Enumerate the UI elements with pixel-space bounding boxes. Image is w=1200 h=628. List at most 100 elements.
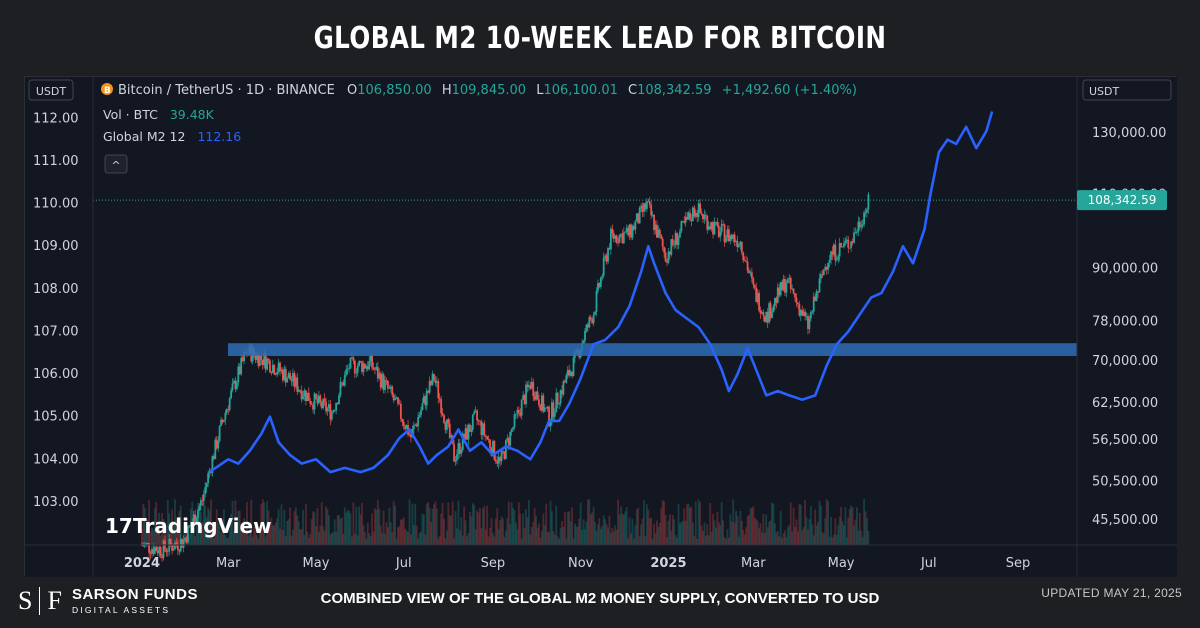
candle-body xyxy=(148,543,151,553)
volume-bar xyxy=(189,508,192,545)
candle-body xyxy=(297,389,300,392)
volume-bar xyxy=(532,522,535,545)
volume-bar xyxy=(827,501,830,545)
volume-bar xyxy=(336,515,339,545)
volume-bar xyxy=(427,502,430,545)
volume-bar xyxy=(448,515,451,545)
volume-bar xyxy=(717,522,720,545)
volume-bar xyxy=(673,519,676,545)
volume-bar xyxy=(861,536,864,545)
volume-bar xyxy=(363,531,366,545)
volume-bar xyxy=(142,503,145,545)
candle-body xyxy=(545,407,548,409)
candle-body xyxy=(607,248,609,262)
right-axis-unit[interactable]: USDT xyxy=(1089,85,1120,98)
candle-body xyxy=(224,412,227,421)
candle-body xyxy=(421,403,424,411)
left-axis-unit[interactable]: USDT xyxy=(36,85,67,98)
volume-bar xyxy=(799,504,802,545)
candle-body xyxy=(241,357,244,362)
volume-bar xyxy=(480,528,483,545)
candle-body xyxy=(343,374,346,386)
candle-body xyxy=(727,229,730,242)
candle-body xyxy=(389,386,392,389)
volume-bar xyxy=(709,503,712,545)
candle-body xyxy=(457,443,460,455)
volume-bar xyxy=(745,527,748,545)
volume-bar xyxy=(831,537,834,545)
candle-body xyxy=(621,233,624,244)
candle-body xyxy=(340,382,343,384)
candle-body xyxy=(689,212,691,220)
volume-bar xyxy=(394,505,397,545)
candle-body xyxy=(595,290,598,312)
candle-body xyxy=(317,395,320,404)
volume-bar xyxy=(553,534,556,545)
volume-bar xyxy=(299,529,302,545)
volume-bar xyxy=(795,519,798,545)
volume-bar xyxy=(740,520,743,545)
candle-body xyxy=(184,537,186,541)
candle-body xyxy=(305,390,307,402)
volume-bar xyxy=(677,504,680,545)
candle-body xyxy=(663,246,666,253)
volume-bar xyxy=(188,534,191,545)
volume-bar xyxy=(808,519,811,545)
volume-bar xyxy=(253,526,256,545)
candle-body xyxy=(425,390,428,406)
volume-bar xyxy=(733,522,736,545)
volume-bar xyxy=(294,507,297,545)
volume-bar xyxy=(720,502,723,545)
candle-body xyxy=(188,525,191,527)
candle-body xyxy=(254,355,257,361)
collapse-legend-button[interactable] xyxy=(104,154,128,174)
volume-bar xyxy=(153,508,156,545)
volume-bar xyxy=(638,536,641,545)
right-axis-tick: 70,000.00 xyxy=(1092,354,1158,369)
candle-body xyxy=(743,260,746,262)
volume-bar xyxy=(445,530,448,545)
volume-bar xyxy=(302,510,304,545)
volume-bar xyxy=(257,538,260,545)
chart-panel[interactable]: USDT USDT 112.00 111.00 110.00 109.00 108.00… xyxy=(24,76,1177,577)
candle-body xyxy=(768,303,771,323)
volume-bar xyxy=(345,512,348,545)
candle-body xyxy=(530,381,533,389)
volume-bar xyxy=(434,501,437,545)
volume-bar xyxy=(371,513,373,545)
volume-bar xyxy=(401,519,404,545)
candle-body xyxy=(162,540,165,558)
volume-bar xyxy=(329,534,332,545)
candle-body xyxy=(653,214,655,231)
candle-body xyxy=(565,375,568,383)
volume-bar xyxy=(867,531,870,545)
volume-bar xyxy=(670,530,673,545)
candle-body xyxy=(631,225,634,238)
volume-bar xyxy=(854,519,857,545)
volume-bar xyxy=(264,536,267,545)
candle-body xyxy=(687,212,690,220)
candle-body xyxy=(481,423,484,436)
volume-bar xyxy=(752,506,755,545)
volume-bar xyxy=(668,514,671,545)
candle-body xyxy=(287,373,290,379)
volume-bar xyxy=(225,537,228,545)
volume-bar xyxy=(622,514,625,545)
candle-body xyxy=(847,239,850,248)
candle-body xyxy=(474,410,477,412)
volume-bar xyxy=(782,533,785,545)
candle-body xyxy=(169,538,172,546)
volume-bar xyxy=(421,513,424,545)
volume-bar xyxy=(786,527,789,545)
volume-bar xyxy=(756,520,759,545)
candle-body xyxy=(786,279,789,284)
candle-body xyxy=(609,228,612,250)
volume-bar xyxy=(335,531,338,545)
volume-bar xyxy=(365,538,368,545)
candle-body xyxy=(533,396,536,400)
volume-bar xyxy=(399,519,402,545)
candle-body xyxy=(797,302,799,305)
candle-body xyxy=(156,550,159,554)
volume-bar xyxy=(241,523,244,545)
volume-bar xyxy=(398,526,401,545)
